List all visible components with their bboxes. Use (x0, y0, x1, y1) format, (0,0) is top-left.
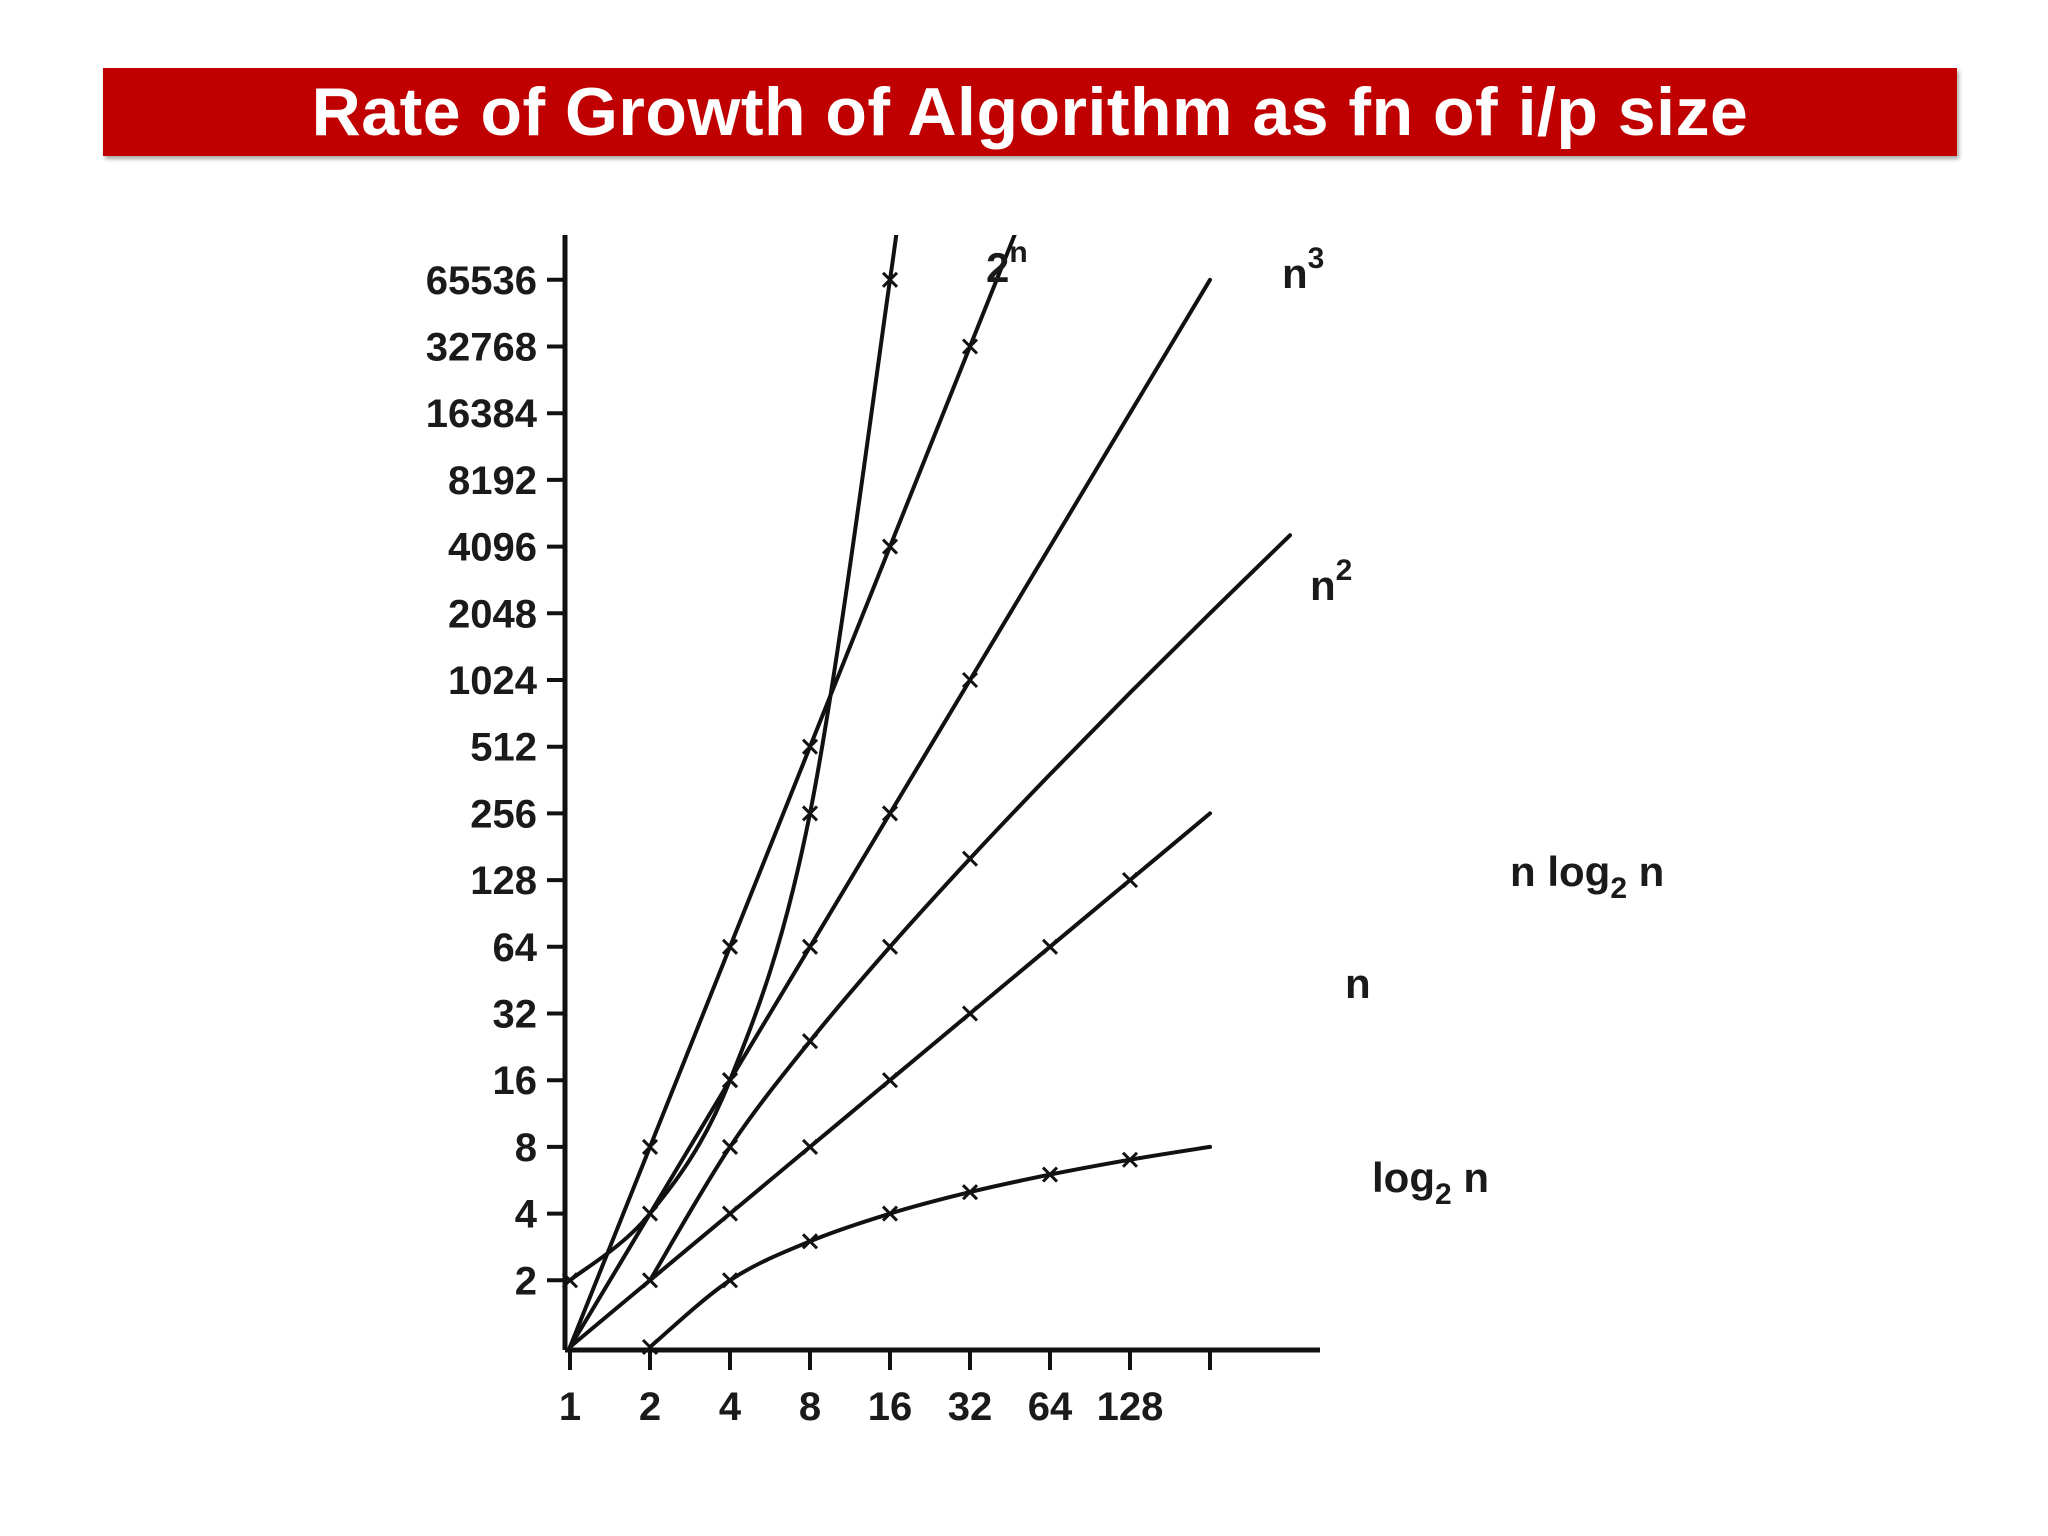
series-point (961, 850, 979, 867)
series-point (801, 805, 819, 822)
y-tick-label: 128 (470, 859, 537, 903)
page-title: Rate of Growth of Algorithm as fn of i/p… (311, 74, 1749, 150)
y-tick-label: 4096 (448, 526, 537, 570)
x-tick-label: 4 (719, 1385, 742, 1429)
series-point (881, 938, 899, 955)
x-tick-label: 2 (639, 1385, 661, 1429)
series-lines (568, 235, 1292, 1349)
series-line-0 (648, 1144, 1212, 1349)
series-point (721, 1138, 739, 1155)
axes: 1 2 4 8 16 32 64 128 2 4 8 16 32 64 128 256 512 1024 2048 4… (426, 235, 1320, 1429)
series-point (641, 1205, 659, 1222)
y-tick-label: 2 (515, 1259, 537, 1303)
y-tick-label: 8192 (448, 459, 537, 503)
series-label: n (1345, 960, 1371, 1007)
series-label: n3 (1282, 242, 1324, 297)
x-tick-label: 64 (1028, 1385, 1073, 1429)
series-point (721, 1272, 739, 1289)
x-tick-label: 1 (559, 1385, 581, 1429)
y-tick-label: 8 (515, 1126, 537, 1170)
series-label: 2n (986, 236, 1028, 291)
series-markers (561, 271, 1139, 1356)
series-point (801, 938, 819, 955)
series-point (641, 1272, 659, 1289)
series-point (801, 1233, 819, 1250)
series-point (801, 738, 819, 755)
series-point (1121, 872, 1139, 889)
series-point (881, 805, 899, 822)
y-tick-label: 4 (515, 1193, 538, 1237)
y-tick-label: 64 (493, 926, 538, 970)
series-point (961, 338, 979, 355)
y-tick-label: 16384 (426, 392, 538, 436)
y-tick-label: 65536 (426, 259, 537, 303)
y-tick-label: 32768 (426, 326, 537, 370)
y-tick-label: 32 (493, 993, 538, 1037)
y-tick-label: 256 (470, 792, 537, 836)
x-tick-label: 8 (799, 1385, 821, 1429)
series-point (961, 671, 979, 689)
title-banner: Rate of Growth of Algorithm as fn of i/p… (103, 68, 1957, 156)
series-label: n2 (1310, 554, 1352, 609)
series-point (801, 1033, 819, 1050)
x-tick-label: 32 (948, 1385, 993, 1429)
series-point (721, 1205, 739, 1222)
x-tick-label: 16 (868, 1385, 913, 1429)
series-point (961, 1184, 979, 1201)
series-point (721, 938, 739, 955)
series-label: log2 n (1372, 1154, 1489, 1211)
y-tick-label: 2048 (448, 592, 537, 636)
series-point (641, 1138, 659, 1155)
x-tick-label: 128 (1097, 1385, 1164, 1429)
y-tick-label: 1024 (448, 659, 538, 703)
series-point (561, 1272, 579, 1289)
series-labels: log2 n n n log2 n n2 n3 2n (986, 236, 1664, 1211)
series-point (881, 538, 899, 555)
series-point (1041, 1166, 1059, 1183)
series-line-2 (648, 533, 1292, 1283)
series-label: n log2 n (1510, 848, 1664, 905)
series-point (1041, 938, 1059, 955)
series-point (961, 1005, 979, 1022)
series-point (721, 1072, 739, 1089)
series-point (801, 1138, 819, 1155)
y-tick-label: 16 (493, 1059, 538, 1103)
series-point (641, 1338, 659, 1356)
y-tick-label: 512 (470, 726, 537, 770)
series-point (1121, 1151, 1139, 1168)
series-point (881, 1205, 899, 1222)
series-line-5 (568, 235, 899, 1283)
series-point (881, 271, 899, 288)
series-point (881, 1072, 899, 1089)
